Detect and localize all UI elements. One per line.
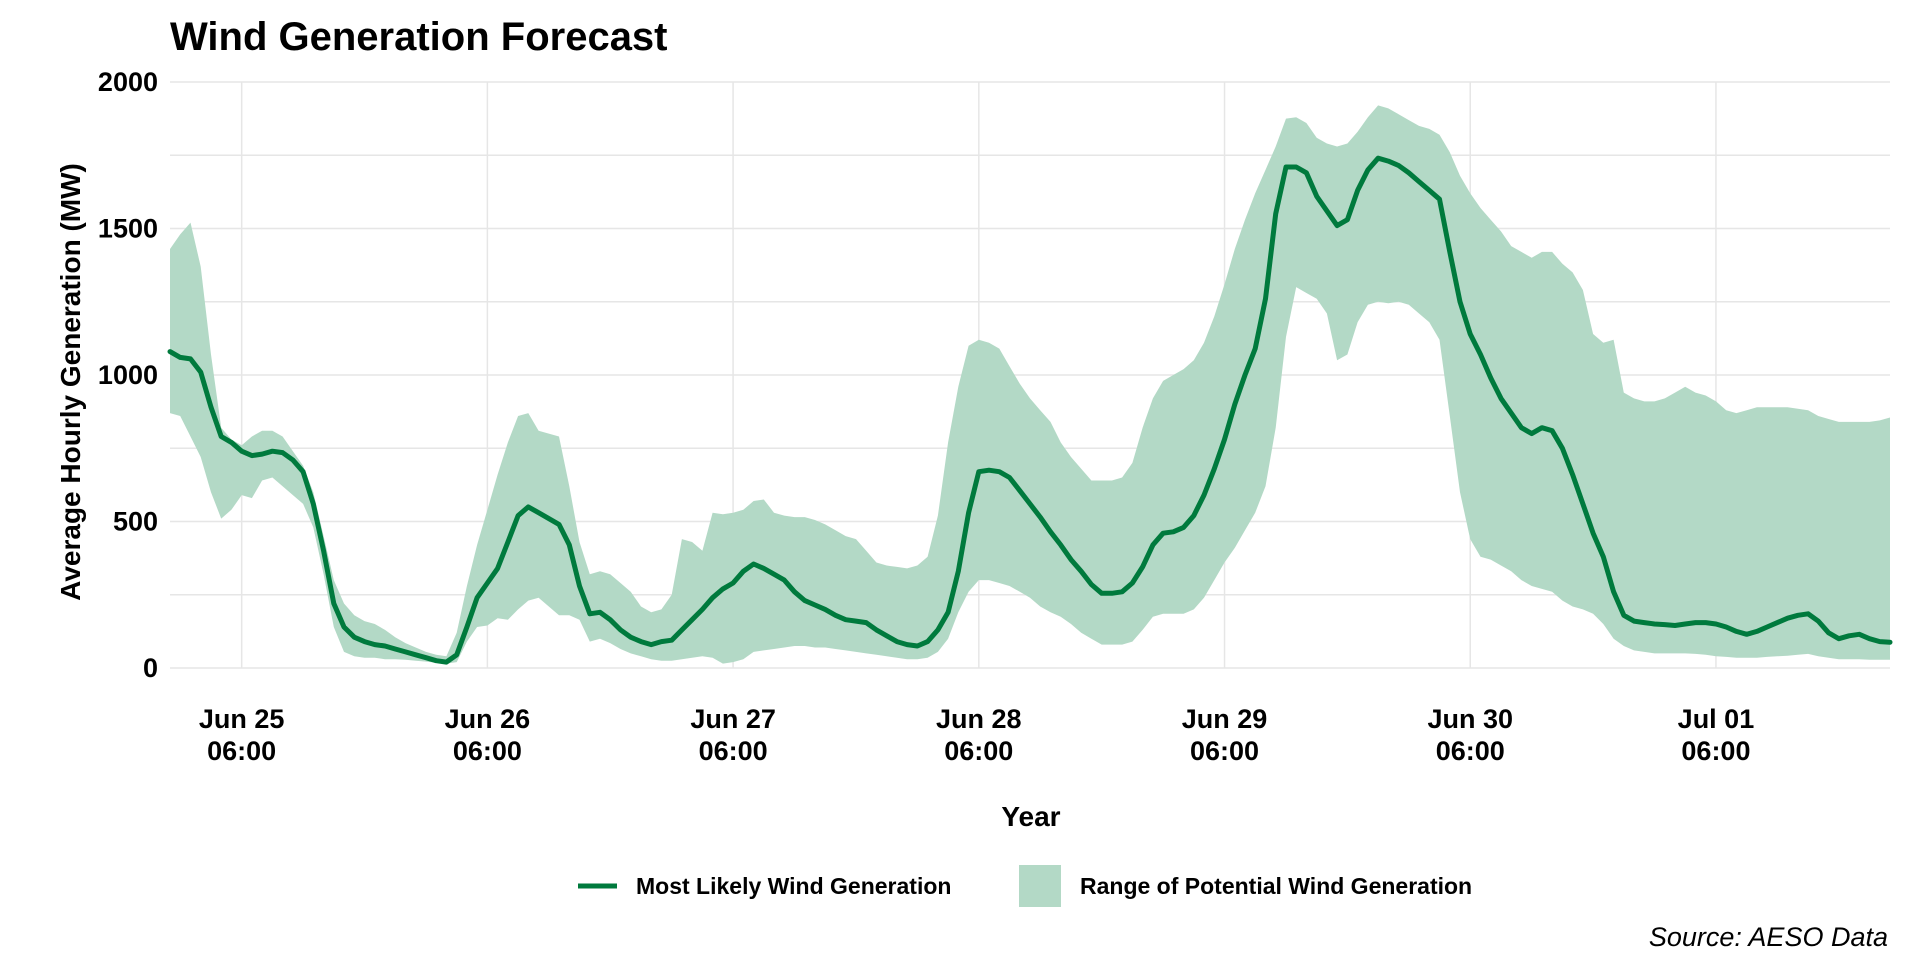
forecast-line-layer [167, 155, 1893, 665]
legend-line-label: Most Likely Wind Generation [636, 873, 951, 899]
y-tick-label: 1000 [98, 360, 158, 390]
range-band-layer [170, 105, 1890, 664]
x-tick-label: Jun 29 06:00 [1182, 704, 1268, 766]
x-axis-ticks: Jun 25 06:00 Jun 26 06:00 Jun 27 06:00 Jun 28 0… [199, 704, 1754, 766]
x-axis-title: Year [1001, 801, 1060, 832]
legend-band-swatch [1019, 865, 1061, 907]
legend-band-label: Range of Potential Wind Generation [1080, 873, 1472, 899]
legend: Most Likely Wind Generation Range of Pot… [578, 865, 1472, 907]
x-tick-label: Jul 01 06:00 [1678, 704, 1755, 766]
chart-title: Wind Generation Forecast [170, 15, 668, 59]
y-axis-title: Average Hourly Generation (MW) [55, 163, 86, 601]
source-caption: Source: AESO Data [1649, 922, 1888, 952]
range-band [170, 105, 1890, 664]
x-tick-label: Jun 26 06:00 [445, 704, 531, 766]
y-axis-ticks: 0 500 1000 1500 2000 [98, 67, 158, 683]
y-tick-label: 500 [113, 507, 158, 537]
x-tick-label: Jun 27 06:00 [690, 704, 776, 766]
x-tick-label: Jun 28 06:00 [936, 704, 1022, 766]
y-tick-label: 1500 [98, 214, 158, 244]
x-tick-label: Jun 25 06:00 [199, 704, 285, 766]
y-tick-label: 0 [143, 653, 158, 683]
y-tick-label: 2000 [98, 67, 158, 97]
x-tick-label: Jun 30 06:00 [1427, 704, 1513, 766]
forecast-line [167, 155, 1893, 665]
